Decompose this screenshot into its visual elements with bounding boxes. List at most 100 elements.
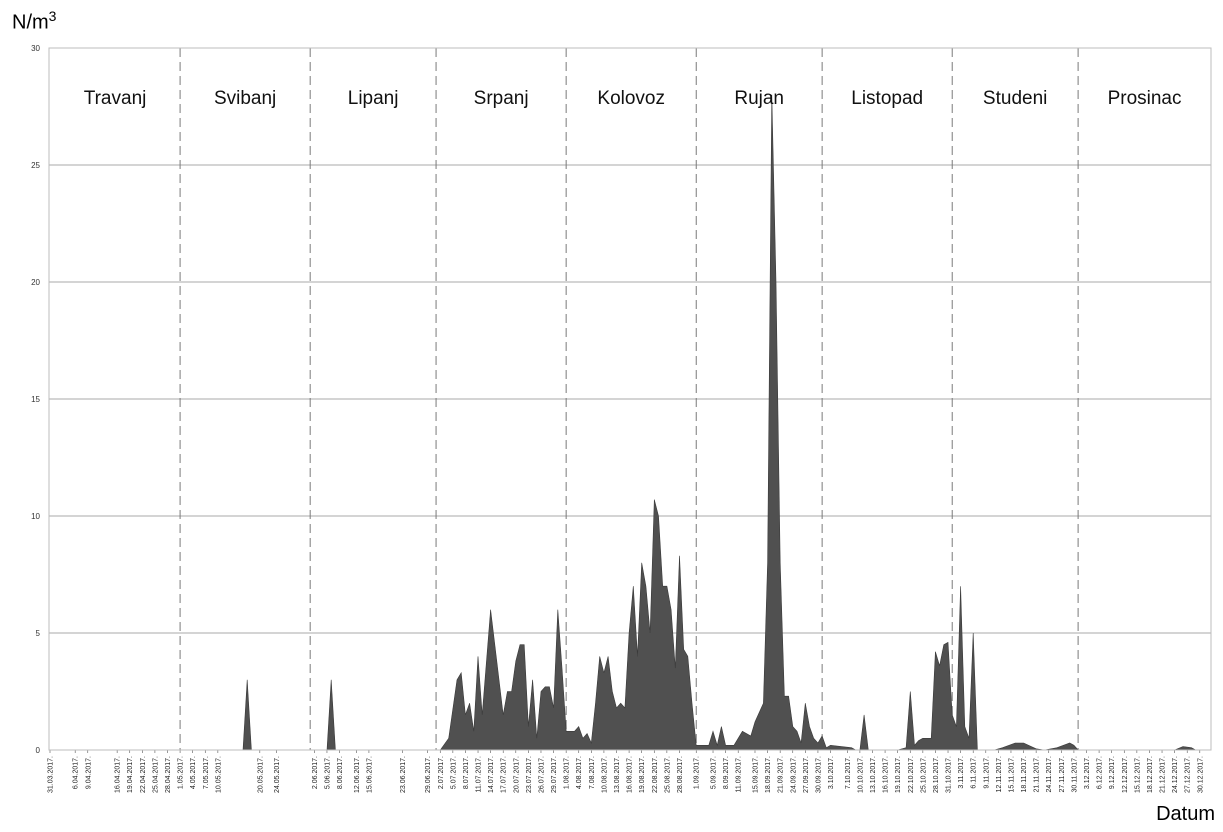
x-tick-label: 25.10.2017. bbox=[920, 756, 927, 793]
x-tick-label: 7.10.2017. bbox=[845, 756, 852, 789]
x-tick-label: 5.06.2017. bbox=[324, 756, 331, 789]
y-tick-label-30: 30 bbox=[31, 44, 40, 53]
x-tick-label: 12.06.2017. bbox=[354, 756, 361, 793]
x-tick-label: 20.05.2017. bbox=[257, 756, 264, 793]
x-tick-label: 10.10.2017. bbox=[857, 756, 864, 793]
x-tick-label: 6.12.2017. bbox=[1097, 756, 1104, 789]
x-tick-label: 3.11.2017. bbox=[958, 756, 965, 789]
x-tick-label: 11.07.2017. bbox=[476, 756, 483, 793]
x-tick-label: 30.11.2017. bbox=[1071, 756, 1078, 793]
x-tick-label: 29.06.2017. bbox=[425, 756, 432, 793]
y-tick-label-5: 5 bbox=[36, 629, 41, 638]
x-tick-label: 6.04.2017. bbox=[73, 756, 80, 789]
x-tick-label: 21.11.2017. bbox=[1034, 756, 1041, 793]
x-tick-label: 24.11.2017. bbox=[1046, 756, 1053, 793]
x-tick-label: 23.06.2017. bbox=[400, 756, 407, 793]
x-tick-label: 1.05.2017. bbox=[178, 756, 185, 789]
month-label-svibanj: Svibanj bbox=[214, 88, 276, 109]
x-tick-label: 6.11.2017. bbox=[971, 756, 978, 789]
grid bbox=[49, 47, 1211, 634]
x-tick-label: 28.04.2017. bbox=[165, 756, 172, 793]
x-tick-label: 10.05.2017. bbox=[215, 756, 222, 793]
x-tick-label: 9.12.2017. bbox=[1109, 756, 1116, 789]
x-tick-label: 5.09.2017. bbox=[711, 756, 718, 789]
x-tick-label: 18.09.2017. bbox=[765, 756, 772, 793]
x-tick-label: 4.05.2017. bbox=[190, 756, 197, 789]
x-axis-label: Datum bbox=[1156, 803, 1215, 825]
y-axis-label-exponent: 3 bbox=[48, 8, 57, 24]
x-tick-label: 4.08.2017. bbox=[576, 756, 583, 789]
month-label-srpanj: Srpanj bbox=[474, 88, 529, 109]
y-tick-label-15: 15 bbox=[31, 395, 40, 404]
x-tick-label: 15.06.2017. bbox=[366, 756, 373, 793]
x-tick-label: 21.12.2017. bbox=[1160, 756, 1167, 793]
x-tick-label: 20.07.2017. bbox=[513, 756, 520, 793]
x-tick-label: 13.10.2017. bbox=[870, 756, 877, 793]
x-tick-label: 27.11.2017. bbox=[1059, 756, 1066, 793]
x-tick-label: 16.08.2017. bbox=[627, 756, 634, 793]
month-dividers bbox=[179, 48, 1079, 750]
x-tick-label: 8.09.2017. bbox=[723, 756, 730, 789]
y-ticks: 0 5 10 15 20 25 30 bbox=[31, 44, 40, 755]
x-tick-label: 27.09.2017. bbox=[803, 756, 810, 793]
series-area bbox=[50, 94, 1204, 751]
x-tick-label: 17.07.2017. bbox=[501, 756, 508, 793]
x-tick-label: 19.10.2017. bbox=[895, 756, 902, 793]
x-tick-label: 10.08.2017. bbox=[601, 756, 608, 793]
y-axis-label: N/m3 bbox=[12, 8, 56, 35]
x-tick-label: 27.12.2017. bbox=[1185, 756, 1192, 793]
x-tick-label: 13.08.2017. bbox=[614, 756, 621, 793]
x-tick-label: 8.07.2017. bbox=[463, 756, 470, 789]
x-tick-label: 30.12.2017. bbox=[1197, 756, 1204, 793]
month-label-lipanj: Lipanj bbox=[348, 88, 399, 109]
x-tick-label: 12.11.2017. bbox=[996, 756, 1003, 793]
x-tick-label: 22.10.2017. bbox=[908, 756, 915, 793]
plot-frame bbox=[48, 47, 1212, 751]
x-tick-label: 14.07.2017. bbox=[488, 756, 495, 793]
series bbox=[49, 94, 1211, 751]
x-tick-label: 2.07.2017. bbox=[438, 756, 445, 789]
x-tick-label: 16.04.2017. bbox=[115, 756, 122, 793]
y-tick-label-10: 10 bbox=[31, 512, 40, 521]
x-tick-label: 22.04.2017. bbox=[140, 756, 147, 793]
x-tick-label: 9.04.2017. bbox=[85, 756, 92, 789]
x-tick-label: 26.07.2017. bbox=[538, 756, 545, 793]
x-tick-label: 16.10.2017. bbox=[883, 756, 890, 793]
x-tick-label: 1.09.2017. bbox=[694, 756, 701, 789]
x-tick-label: 31.03.2017. bbox=[48, 756, 55, 793]
x-tick-label: 15.11.2017. bbox=[1008, 756, 1015, 793]
x-tick-label: 12.12.2017. bbox=[1122, 756, 1129, 793]
x-tick-label: 1.08.2017. bbox=[564, 756, 571, 789]
month-label-listopad: Listopad bbox=[851, 88, 923, 109]
x-tick-label: 25.04.2017. bbox=[152, 756, 159, 793]
x-tick-label: 22.08.2017. bbox=[652, 756, 659, 793]
x-tick-label: 24.09.2017. bbox=[790, 756, 797, 793]
x-tick-label: 28.10.2017. bbox=[933, 756, 940, 793]
x-tick-label: 15.12.2017. bbox=[1134, 756, 1141, 793]
x-tick-label: 28.08.2017. bbox=[677, 756, 684, 793]
month-label-studeni: Studeni bbox=[983, 88, 1047, 109]
x-tick-label: 7.08.2017. bbox=[589, 756, 596, 789]
x-tick-label: 31.10.2017. bbox=[946, 756, 953, 793]
month-labels: Travanj Svibanj Lipanj Srpanj Kolovoz Rujan Li… bbox=[84, 88, 1182, 109]
x-tick-label: 18.11.2017. bbox=[1021, 756, 1028, 793]
x-tick-label: 19.08.2017. bbox=[639, 756, 646, 793]
x-tick-label: 29.07.2017. bbox=[551, 756, 558, 793]
x-tick-label: 15.09.2017. bbox=[752, 756, 759, 793]
x-tick-label: 2.06.2017. bbox=[312, 756, 319, 789]
y-axis-label-base: N/m bbox=[12, 11, 49, 34]
x-tick-label: 21.09.2017. bbox=[778, 756, 785, 793]
y-tick-label-25: 25 bbox=[31, 161, 40, 170]
x-tick-label: 5.07.2017. bbox=[450, 756, 457, 789]
x-tick-label: 18.12.2017. bbox=[1147, 756, 1154, 793]
x-tick-label: 23.07.2017. bbox=[526, 756, 533, 793]
x-tick-label: 24.12.2017. bbox=[1172, 756, 1179, 793]
x-tick-label: 11.09.2017. bbox=[736, 756, 743, 793]
x-tick-label: 9.11.2017. bbox=[983, 756, 990, 789]
x-tick-label: 8.06.2017. bbox=[337, 756, 344, 789]
month-label-travanj: Travanj bbox=[84, 88, 147, 109]
x-tick-label: 3.10.2017. bbox=[828, 756, 835, 789]
x-tick-label: 25.08.2017. bbox=[664, 756, 671, 793]
x-ticks: 31.03.2017. 6.04.2017. 9.04.2017. 16.04.201… bbox=[48, 750, 1204, 793]
x-tick-label: 24.05.2017. bbox=[274, 756, 281, 793]
